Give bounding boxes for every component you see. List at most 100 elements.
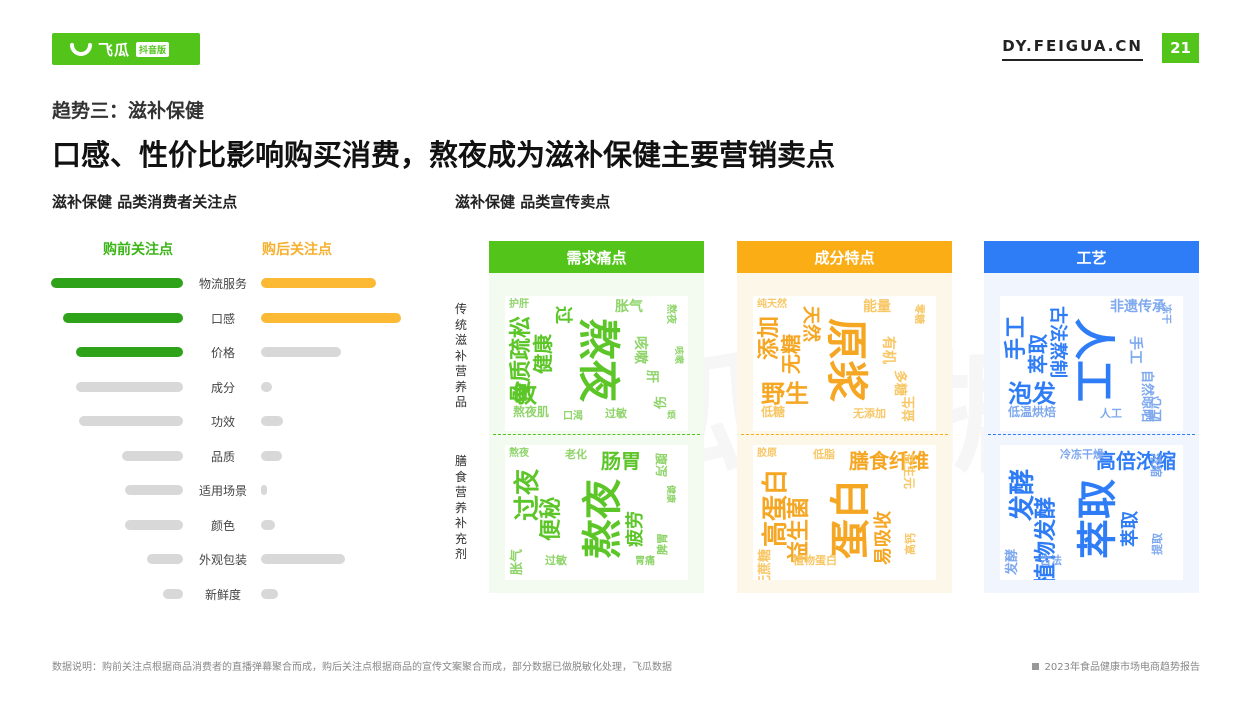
bar-post-3 <box>261 381 273 392</box>
category-label: 成分 <box>210 380 235 395</box>
word-cloud-supplement: 蛋白 高蛋白 益生菌 膳食纤维 易吸收 无蔗糖 低脂 益生元 高钙 植物蛋白 胶原 <box>753 445 936 580</box>
legend-pre-purchase: 购前关注点 <box>103 242 173 258</box>
word-cloud-term: 无糖 <box>779 334 803 374</box>
word-cloud-term: 胶原 <box>757 448 777 459</box>
group-label-traditional: 传统滋补营养品 <box>454 302 467 409</box>
bar-post-2 <box>261 347 341 357</box>
word-cloud-traditional: 熬夜 骨质疏松 健康敏过胀气 咳嗽肝伤熬夜肌 过敏 熬夜 护肝 口渴 咳嗽烦 <box>505 296 688 431</box>
panel-pain-points: 需求痛点 熬夜 骨质疏松 健康敏过胀气 咳嗽肝伤熬夜肌 过敏 熬夜 护肝 口渴 咳嗽烦 熬夜 过夜… <box>489 241 704 593</box>
word-cloud-term: 无蔗糖 <box>758 548 773 580</box>
category-label: 新鲜度 <box>204 587 241 602</box>
word-cloud-term: 胀气 <box>510 548 525 575</box>
word-cloud-term: 肝 <box>644 370 659 384</box>
report-name: 2023年食品健康市场电商趋势报告 <box>1031 658 1200 673</box>
word-cloud-term: 无添加 <box>853 407 886 420</box>
word-cloud-term: 口渴 <box>563 411 583 422</box>
word-cloud-term: 能量 <box>863 299 891 315</box>
report-name-text: 2023年食品健康市场电商趋势报告 <box>1044 662 1200 673</box>
panel-body: 原浆 添加 无糖 野生 天然 能量 有机 多糖 益生 低糖 无添加 零糖 纯天然 蛋白 高蛋白 益生菌 膳食纤… <box>737 273 952 593</box>
word-cloud-term: 益生 <box>902 395 917 422</box>
category-label: 物流服务 <box>198 277 247 291</box>
bar-post-9 <box>261 588 278 599</box>
word-cloud-term: 肠胃 <box>601 449 641 473</box>
word-cloud-term: 泡发 <box>1008 380 1056 408</box>
panel-body: 人工 手工 萃取 泡发 古法熬制 非遗传承 手工 自然晾晒 匠心 低温烘焙 人工 冻干 萃取 发酵 植物发… <box>984 273 1199 593</box>
bar-pre-8 <box>147 554 183 564</box>
bar-pre-1 <box>62 312 183 323</box>
word-cloud-term: 匠心 <box>1149 395 1164 422</box>
word-cloud-term: 过敏 <box>545 554 567 567</box>
right-subtitle: 滋补保健 品类宣传卖点 <box>455 193 611 211</box>
word-cloud-term: 浓缩 <box>1149 453 1163 478</box>
bar-post-1 <box>261 312 401 323</box>
word-cloud-term: 过夜 <box>513 468 543 521</box>
bar-post-5 <box>261 450 282 461</box>
word-cloud-term: 敏 <box>513 380 537 408</box>
word-cloud-term: 发酵 <box>1008 468 1038 521</box>
word-cloud-term: 零糖 <box>913 304 924 324</box>
bar-post-8 <box>261 554 345 564</box>
word-cloud-term: 低糖 <box>761 405 786 419</box>
word-cloud-term: 脾胃 <box>656 533 669 555</box>
bar-pre-5 <box>122 450 183 461</box>
word-cloud-term: 冻干 <box>1160 304 1171 324</box>
word-cloud-term: 非遗传承 <box>1110 299 1166 315</box>
panel-body: 熬夜 骨质疏松 健康敏过胀气 咳嗽肝伤熬夜肌 过敏 熬夜 护肝 口渴 咳嗽烦 熬夜 过夜 便秘 肠胃疲… <box>489 273 704 593</box>
word-cloud-term: 人工 <box>1100 407 1122 420</box>
word-cloud-term: 胀气 <box>615 299 643 315</box>
bar-post-7 <box>261 519 275 530</box>
panel-header: 工艺 <box>984 241 1199 273</box>
divider <box>741 434 948 435</box>
word-cloud-term: 过敏 <box>605 407 627 420</box>
word-cloud-term: 高蛋白 <box>761 468 791 547</box>
word-cloud-traditional: 原浆 添加 无糖 野生 天然 能量 有机 多糖 益生 低糖 无添加 零糖 纯天然 <box>753 296 936 431</box>
panel-craft: 工艺 人工 手工 萃取 泡发 古法熬制 非遗传承 手工 自然晾晒 匠心 低温烘焙 人工 冻干 萃取 发酵… <box>984 241 1199 593</box>
word-cloud-term: 低温烘焙 <box>1008 405 1057 419</box>
word-cloud-term: 原浆 <box>822 318 871 403</box>
word-cloud-term: 健康 <box>665 485 675 504</box>
word-cloud-term: 有机 <box>880 336 896 364</box>
word-cloud-term: 伤 <box>654 395 669 409</box>
category-label: 功效 <box>210 415 235 429</box>
word-cloud-term: 发酵 <box>1005 548 1020 575</box>
word-cloud-term: 萃取 <box>1075 479 1121 559</box>
bar-pre-0 <box>51 278 183 288</box>
word-cloud-term: 古法熬制 <box>1047 306 1068 378</box>
word-cloud-term: 古法 <box>1040 554 1062 567</box>
bar-post-6 <box>261 485 267 495</box>
brand-logo[interactable]: 飞瓜 抖音版 <box>52 33 200 65</box>
site-url[interactable]: DY.FEIGUA.CN <box>1002 37 1143 61</box>
category-label: 口感 <box>210 311 235 326</box>
word-cloud-supplement: 熬夜 过夜 便秘 肠胃 疲劳 胀气 老化 腹泻 脾胃 过敏 熬夜 胃痛 健康 <box>505 445 688 580</box>
word-cloud-term: 熬夜 <box>580 479 626 559</box>
word-cloud-term: 熬夜 <box>665 304 676 324</box>
legend-post-purchase: 购后关注点 <box>262 242 332 258</box>
word-cloud-term: 高倍浓缩 <box>1096 449 1176 473</box>
divider <box>988 434 1195 435</box>
bar-pre-9 <box>163 588 183 599</box>
category-label: 适用场景 <box>198 484 247 498</box>
word-cloud-term: 疲劳 <box>625 511 646 547</box>
word-cloud-term: 手工 <box>1004 315 1029 360</box>
word-cloud-term: 烦 <box>667 411 677 421</box>
word-cloud-term: 人工 <box>1069 318 1118 403</box>
bar-pre-6 <box>124 485 183 495</box>
word-cloud-term: 提取 <box>1151 533 1164 555</box>
panel-header: 成分特点 <box>737 241 952 273</box>
category-label: 颜色 <box>210 518 235 533</box>
word-cloud-term: 膳食纤维 <box>849 449 929 473</box>
data-note: 数据说明：购前关注点根据商品消费者的直播弹幕聚合而成，购后关注点根据商品的宣传文… <box>52 662 672 673</box>
bar-post-4 <box>261 416 284 426</box>
word-cloud-term: 老化 <box>565 448 587 461</box>
left-subtitle: 滋补保健 品类消费者关注点 <box>52 193 238 211</box>
word-cloud-term: 添加 <box>757 315 782 360</box>
square-bullet-icon <box>1031 663 1039 670</box>
word-cloud-term: 健康 <box>531 334 555 374</box>
divider <box>493 434 700 435</box>
logo-name: 飞瓜 <box>98 40 131 59</box>
category-label: 品质 <box>210 449 235 464</box>
word-cloud-term: 过 <box>552 306 573 324</box>
bar-pre-7 <box>124 519 183 530</box>
word-cloud-term: 多糖 <box>892 370 907 397</box>
melon-logo-icon <box>70 43 92 56</box>
